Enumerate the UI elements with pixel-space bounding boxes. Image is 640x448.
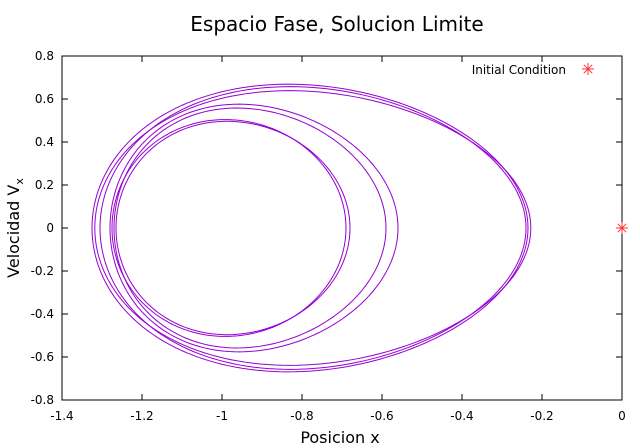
plot-frame bbox=[61, 55, 623, 401]
y-tick-label: 0.8 bbox=[35, 49, 54, 63]
legend: Initial Condition bbox=[472, 63, 594, 77]
trajectory-loop bbox=[94, 90, 532, 366]
y-axis-label-subscript: x bbox=[13, 178, 26, 185]
y-tick-label: 0.4 bbox=[35, 135, 54, 149]
y-tick-label: -0.6 bbox=[31, 350, 54, 364]
legend-marker-initial-condition bbox=[582, 63, 594, 75]
x-tick-label: -0.2 bbox=[530, 409, 553, 423]
y-tick-label: -0.8 bbox=[31, 393, 54, 407]
x-tick-label: -0.6 bbox=[370, 409, 393, 423]
trajectory-loop bbox=[99, 86, 527, 370]
y-tick-label: 0.6 bbox=[35, 92, 54, 106]
x-tick-label: -1.2 bbox=[130, 409, 153, 423]
legend-star-icon bbox=[582, 63, 594, 75]
trajectory-loop bbox=[113, 107, 387, 349]
legend-label-initial-condition: Initial Condition bbox=[472, 63, 566, 77]
x-tick-label: -0.8 bbox=[290, 409, 313, 423]
x-tick-label: -1.4 bbox=[50, 409, 73, 423]
x-tick-label: -1 bbox=[216, 409, 228, 423]
trajectory-loop bbox=[111, 119, 347, 337]
initial-condition-point bbox=[616, 222, 628, 234]
x-axis-label: Posicion x bbox=[300, 428, 379, 447]
x-tick-label: 0 bbox=[618, 409, 626, 423]
y-axis-label-main: Velocidad V bbox=[4, 185, 23, 278]
chart-title: Espacio Fase, Solucion Limite bbox=[190, 12, 483, 36]
trajectory-loop bbox=[115, 120, 351, 336]
y-tick-label: 0 bbox=[46, 221, 54, 235]
y-axis-label: Velocidad Vx bbox=[4, 178, 26, 278]
y-tick-label: -0.4 bbox=[31, 307, 54, 321]
x-tick-label: -0.4 bbox=[450, 409, 473, 423]
y-tick-label: 0.2 bbox=[35, 178, 54, 192]
y-tick-label: -0.2 bbox=[31, 264, 54, 278]
trajectory-loop bbox=[109, 103, 399, 353]
trajectory-loop bbox=[91, 83, 529, 373]
